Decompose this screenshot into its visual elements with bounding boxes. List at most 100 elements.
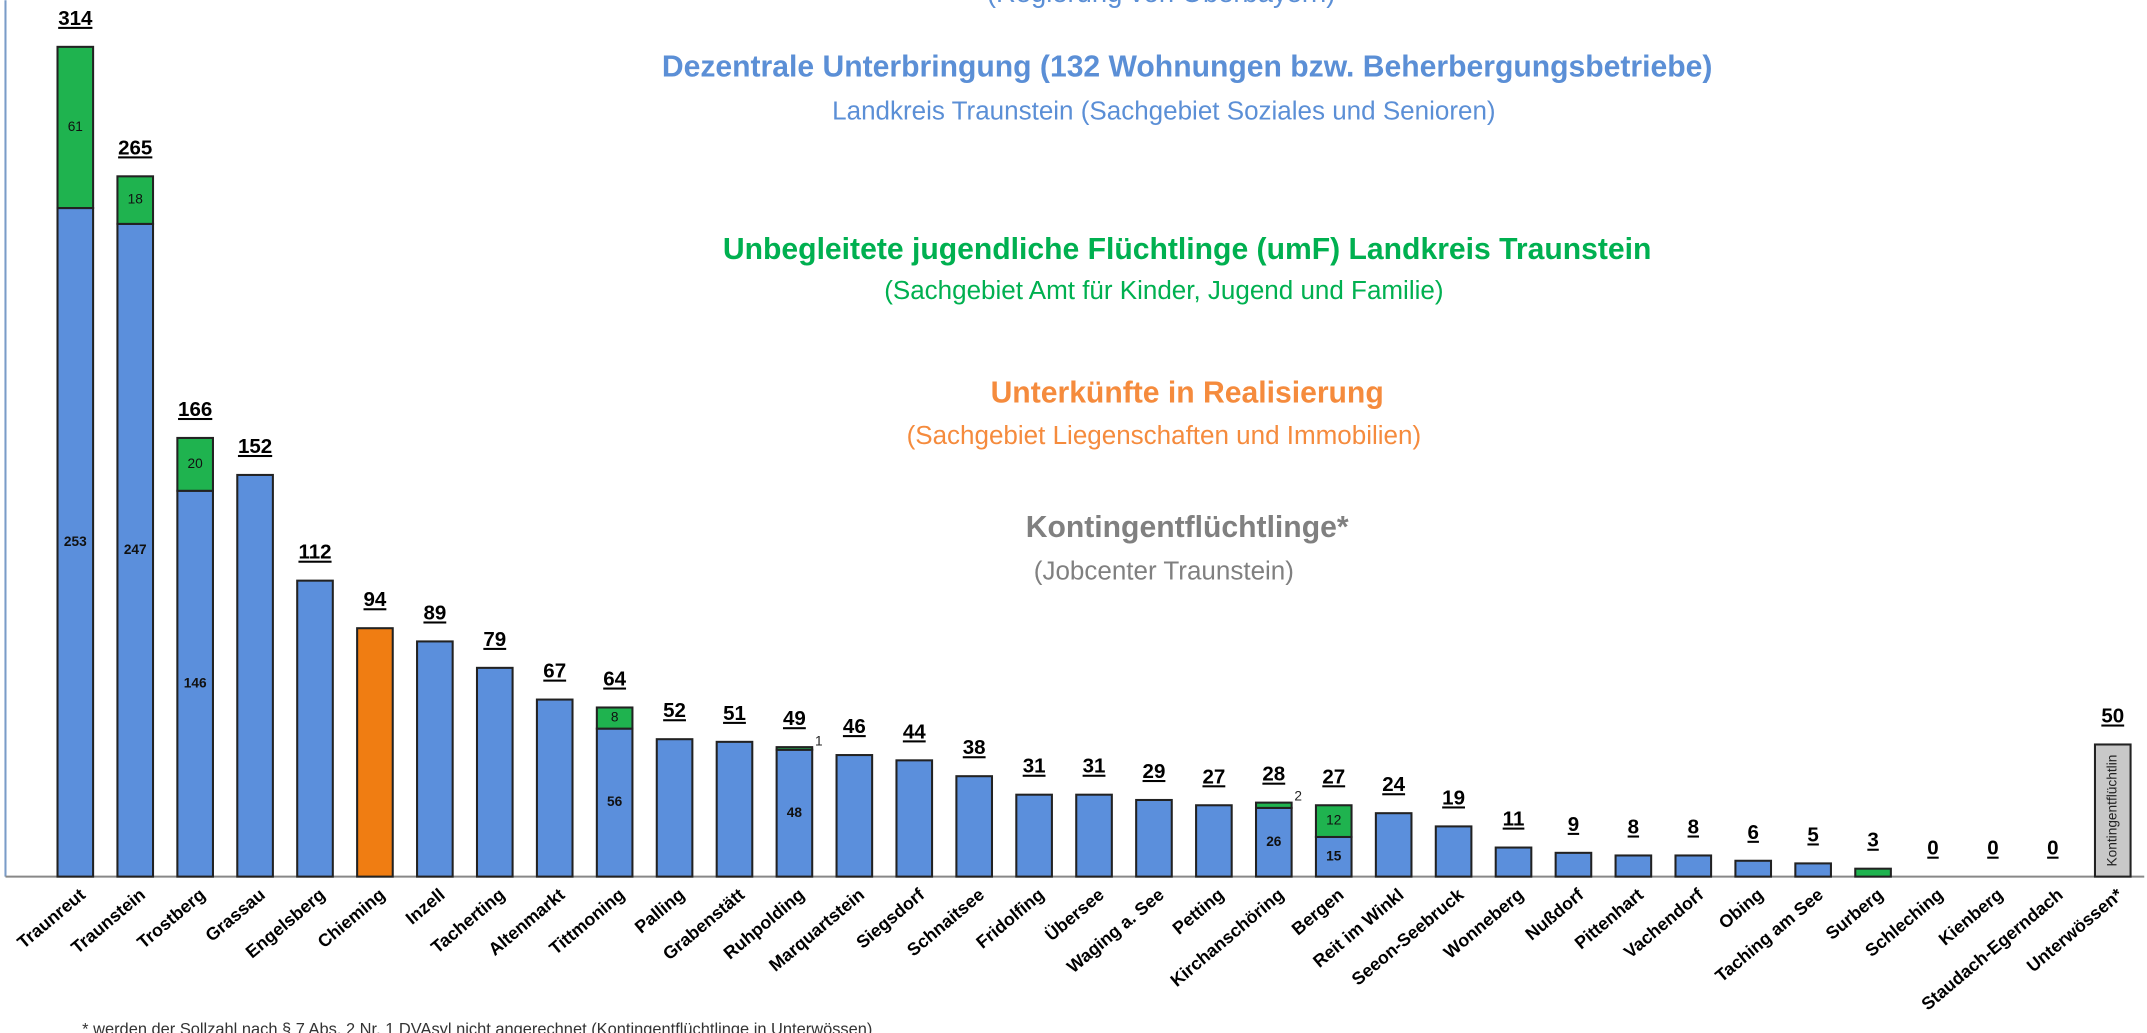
bar-segment: [1734, 859, 1773, 878]
bar-segment: [535, 698, 574, 878]
bar-segment: [2093, 743, 2132, 878]
total-label: 51: [723, 702, 746, 725]
x-tick-label: Palling: [631, 884, 689, 937]
header-note: (Regierung von Oberbayern): [987, 0, 1335, 8]
bar-segment: [1135, 798, 1173, 878]
value-label: 15: [1326, 848, 1342, 863]
total-label: 44: [903, 720, 926, 743]
bar-segment: [775, 748, 814, 878]
total-label: 64: [603, 668, 626, 691]
bar-segment: [1075, 793, 1113, 878]
total-label: 46: [843, 715, 866, 738]
bar-segment: [775, 746, 814, 751]
total-label: 52: [663, 699, 686, 722]
total-label: 50: [2101, 705, 2124, 728]
x-tick-label: Inzell: [402, 884, 449, 928]
bar-segment: [1614, 854, 1653, 878]
value-label: 2: [1294, 789, 1302, 804]
total-label: 19: [1442, 786, 1465, 809]
value-label: 20: [188, 456, 204, 471]
bar-segment: [1374, 812, 1413, 878]
bar-segment: [1254, 801, 1293, 809]
total-label: 24: [1382, 773, 1405, 796]
total-label: 9: [1568, 813, 1579, 836]
total-label: 8: [1628, 816, 1639, 839]
bar-segment: [595, 727, 634, 878]
value-label: 1: [815, 733, 823, 748]
total-label: 31: [1023, 755, 1046, 778]
total-label: 27: [1202, 765, 1225, 788]
bar-segment: [715, 740, 754, 878]
total-label: 5: [1807, 823, 1818, 846]
total-label: 67: [543, 660, 566, 683]
bar-segment: [176, 489, 214, 878]
total-label: 38: [963, 736, 986, 759]
x-tick-label: Obing: [1715, 884, 1767, 932]
bar-segment: [1434, 825, 1473, 878]
legend-title: Unterkünfte in Realisierung: [991, 377, 1384, 410]
bar-segment: [416, 640, 454, 878]
total-label: 94: [364, 588, 387, 611]
total-label: 11: [1503, 808, 1525, 831]
legend-subtitle: (Sachgebiet Amt für Kinder, Jugend und F…: [884, 275, 1443, 305]
value-label: 61: [68, 119, 83, 134]
total-label: 6: [1748, 821, 1759, 844]
total-label: 314: [58, 7, 93, 30]
total-label: 166: [178, 398, 212, 421]
bar-segment: [236, 473, 274, 878]
x-tick-label: Seeon-Seebruck: [1348, 884, 1468, 989]
total-label: 31: [1083, 755, 1106, 778]
bar-segment: [1674, 854, 1713, 878]
bar-segment: [1314, 835, 1353, 878]
bar-segment: [955, 775, 994, 878]
total-label: 265: [118, 136, 152, 159]
bar-segment: [296, 579, 334, 878]
legend-title: Kontingentflüchtlinge*: [1026, 511, 1349, 544]
bar-segment: [1794, 862, 1832, 878]
bar-segment: [655, 738, 694, 878]
bar-segment: [1854, 867, 1892, 878]
total-label: 27: [1322, 765, 1345, 788]
bar-segment: [356, 627, 394, 878]
total-label: 152: [238, 435, 272, 458]
legend-subtitle: Landkreis Traunstein (Sachgebiet Soziale…: [832, 95, 1495, 125]
value-label: Kontingentflüchtlin: [2104, 755, 2119, 867]
bar-segment: [595, 706, 634, 730]
value-label: 48: [787, 805, 803, 820]
value-label: 56: [607, 794, 623, 809]
bar-segment: [176, 436, 214, 492]
value-label: 253: [64, 534, 87, 549]
legend-subtitle: (Jobcenter Traunstein): [1034, 556, 1294, 586]
total-label: 8: [1688, 816, 1699, 839]
value-label: 247: [124, 542, 147, 557]
bar-segment: [1554, 851, 1593, 878]
value-label: 146: [184, 675, 207, 690]
x-tick-label: Kirchanschöring: [1166, 884, 1287, 990]
total-label: 0: [1927, 837, 1938, 860]
value-label: 18: [128, 192, 144, 207]
legend-title: Dezentrale Unterbringung (132 Wohnungen …: [662, 51, 1713, 84]
bar-segment: [475, 666, 514, 878]
total-label: 89: [423, 601, 446, 624]
x-tick-label: Taching am See: [1711, 884, 1827, 986]
bar-segment: [56, 207, 95, 878]
total-label: 0: [2047, 837, 2058, 860]
legend-title: Unbegleitete jugendliche Flüchtlinge (um…: [723, 233, 1651, 266]
total-label: 3: [1867, 829, 1878, 852]
total-label: 28: [1262, 763, 1285, 786]
value-label: 8: [611, 710, 619, 725]
bar-segment: [116, 175, 155, 225]
total-label: 0: [1987, 837, 1998, 860]
bar-segment: [1314, 804, 1353, 839]
bar-segment: [1195, 804, 1233, 878]
value-label: 26: [1266, 834, 1282, 849]
bar-segment: [835, 754, 874, 878]
bar-segment: [1494, 846, 1533, 878]
total-label: 49: [783, 707, 806, 730]
bar-segment: [56, 45, 95, 210]
bar-segment: [1015, 793, 1053, 878]
total-label: 79: [483, 628, 506, 651]
legend-subtitle: (Sachgebiet Liegenschaften und Immobilie…: [907, 420, 1422, 450]
total-label: 29: [1143, 760, 1166, 783]
